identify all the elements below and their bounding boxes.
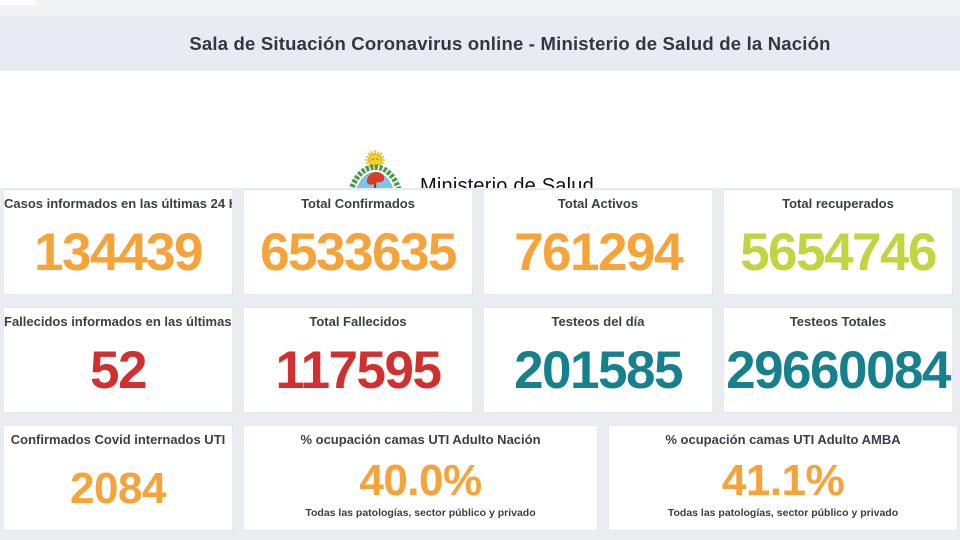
card-title: Total recuperados: [782, 196, 894, 211]
top-left-white-box: [0, 0, 36, 5]
card-value: 2084: [70, 463, 166, 513]
card-title: Fallecidos informados en las últimas …: [4, 314, 232, 329]
card-value: 52: [90, 341, 147, 400]
card-title: Testeos del día: [551, 314, 645, 329]
card-total-fallecidos: Total Fallecidos 117595: [243, 307, 473, 413]
card-value: 761294: [514, 223, 683, 282]
card-total-activos: Total Activos 761294: [483, 189, 713, 295]
top-strip: [0, 0, 960, 16]
card-title: Total Confirmados: [301, 196, 415, 211]
card-title: Testeos Totales: [789, 314, 887, 329]
card-value: 201585: [514, 341, 683, 400]
header-bar: Sala de Situación Coronavirus online - M…: [0, 16, 960, 71]
card-title: Total Activos: [557, 196, 639, 211]
card-confirmados-uti: Confirmados Covid internados UTI 2084: [3, 425, 233, 531]
card-total-confirmados: Total Confirmados 6533635: [243, 189, 473, 295]
logo-band: Ministerio de Salud Argentina: [0, 71, 960, 249]
card-ocupacion-uti-amba: % ocupación camas UTI Adulto AMBA 41.1% …: [608, 425, 958, 531]
card-value: 40.0%: [359, 455, 482, 505]
card-value: 117595: [275, 341, 442, 400]
card-value: 41.1%: [721, 455, 845, 505]
card-title: Total Fallecidos: [309, 314, 407, 329]
card-total-recuperados: Total recuperados 5654746: [723, 189, 953, 295]
card-subtitle: Todas las patologías, sector público y p…: [305, 506, 536, 519]
card-value: 29660084: [726, 341, 951, 400]
card-value: 134439: [34, 223, 203, 282]
card-title: Confirmados Covid internados UTI: [10, 432, 226, 447]
page-title: Sala de Situación Coronavirus online - M…: [189, 32, 831, 54]
card-value: 6533635: [260, 223, 457, 282]
card-title: % ocupación camas UTI Adulto Nación: [300, 432, 541, 447]
card-ocupacion-uti-nacion: % ocupación camas UTI Adulto Nación 40.0…: [243, 425, 598, 531]
card-casos-ultimas-24hs: Casos informados en las últimas 24 Hs 13…: [3, 189, 233, 295]
card-testeos-del-dia: Testeos del día 201585: [483, 307, 713, 413]
card-fallecidos-ultimas: Fallecidos informados en las últimas … 5…: [3, 307, 233, 413]
card-testeos-totales: Testeos Totales 29660084: [723, 307, 953, 413]
card-title: Casos informados en las últimas 24 Hs: [4, 196, 232, 211]
card-value: 5654746: [740, 223, 937, 282]
card-title: % ocupación camas UTI Adulto AMBA: [665, 432, 901, 447]
card-subtitle: Todas las patologías, sector público y p…: [667, 506, 899, 519]
cards-area: Casos informados en las últimas 24 Hs 13…: [0, 188, 960, 540]
